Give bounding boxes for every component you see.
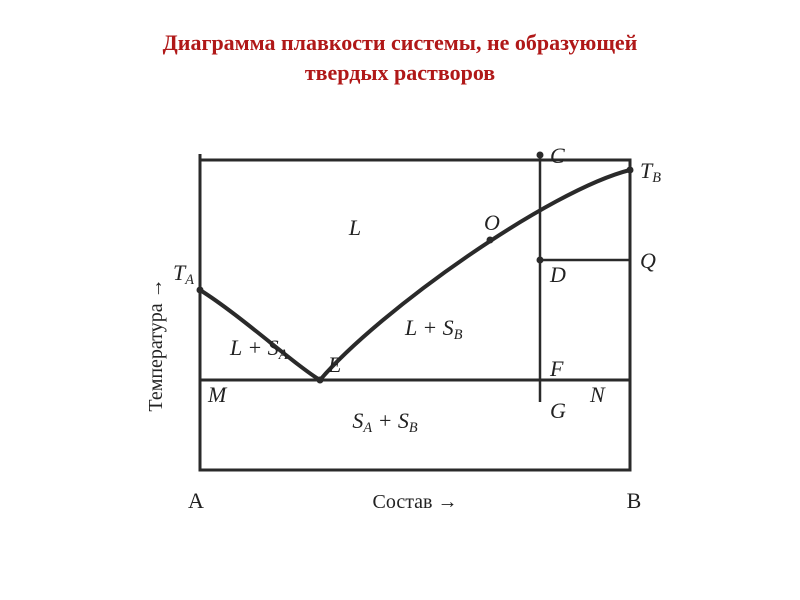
point-c [537,152,544,159]
point-d [537,257,544,264]
label-m: M [207,382,228,407]
label-e: E [327,352,342,377]
title-line-1: Диаграмма плавкости системы, не образующ… [163,30,638,55]
label-g: G [550,398,566,423]
y-axis-label: Температура → [145,278,167,411]
point-o [487,237,494,244]
region-lsa: L + SA [229,335,288,363]
point-e [317,377,324,384]
axis-endpoint-b: B [627,488,642,513]
region-l: L [348,215,361,240]
label-d: D [549,262,566,287]
label-n: N [589,382,606,407]
page-title: Диаграмма плавкости системы, не образующ… [0,28,800,87]
axis-endpoint-a: A [188,488,204,513]
label-tb: TB [640,158,661,186]
label-o: O [484,210,500,235]
point-tb [627,167,634,174]
point-ta [197,287,204,294]
label-f: F [549,356,564,381]
label-ta: TA [173,260,194,288]
phase-diagram: TA TB C O D Q E M NFG L L + SA L + SB SA + SB A B Соста… [120,130,680,550]
region-sasb: SA + SB [352,408,418,436]
title-line-2: твердых растворов [305,60,495,85]
x-axis-label: Состав → [372,491,457,513]
label-c: C [550,143,565,168]
label-q: Q [640,248,656,273]
region-lsb: L + SB [404,315,463,343]
